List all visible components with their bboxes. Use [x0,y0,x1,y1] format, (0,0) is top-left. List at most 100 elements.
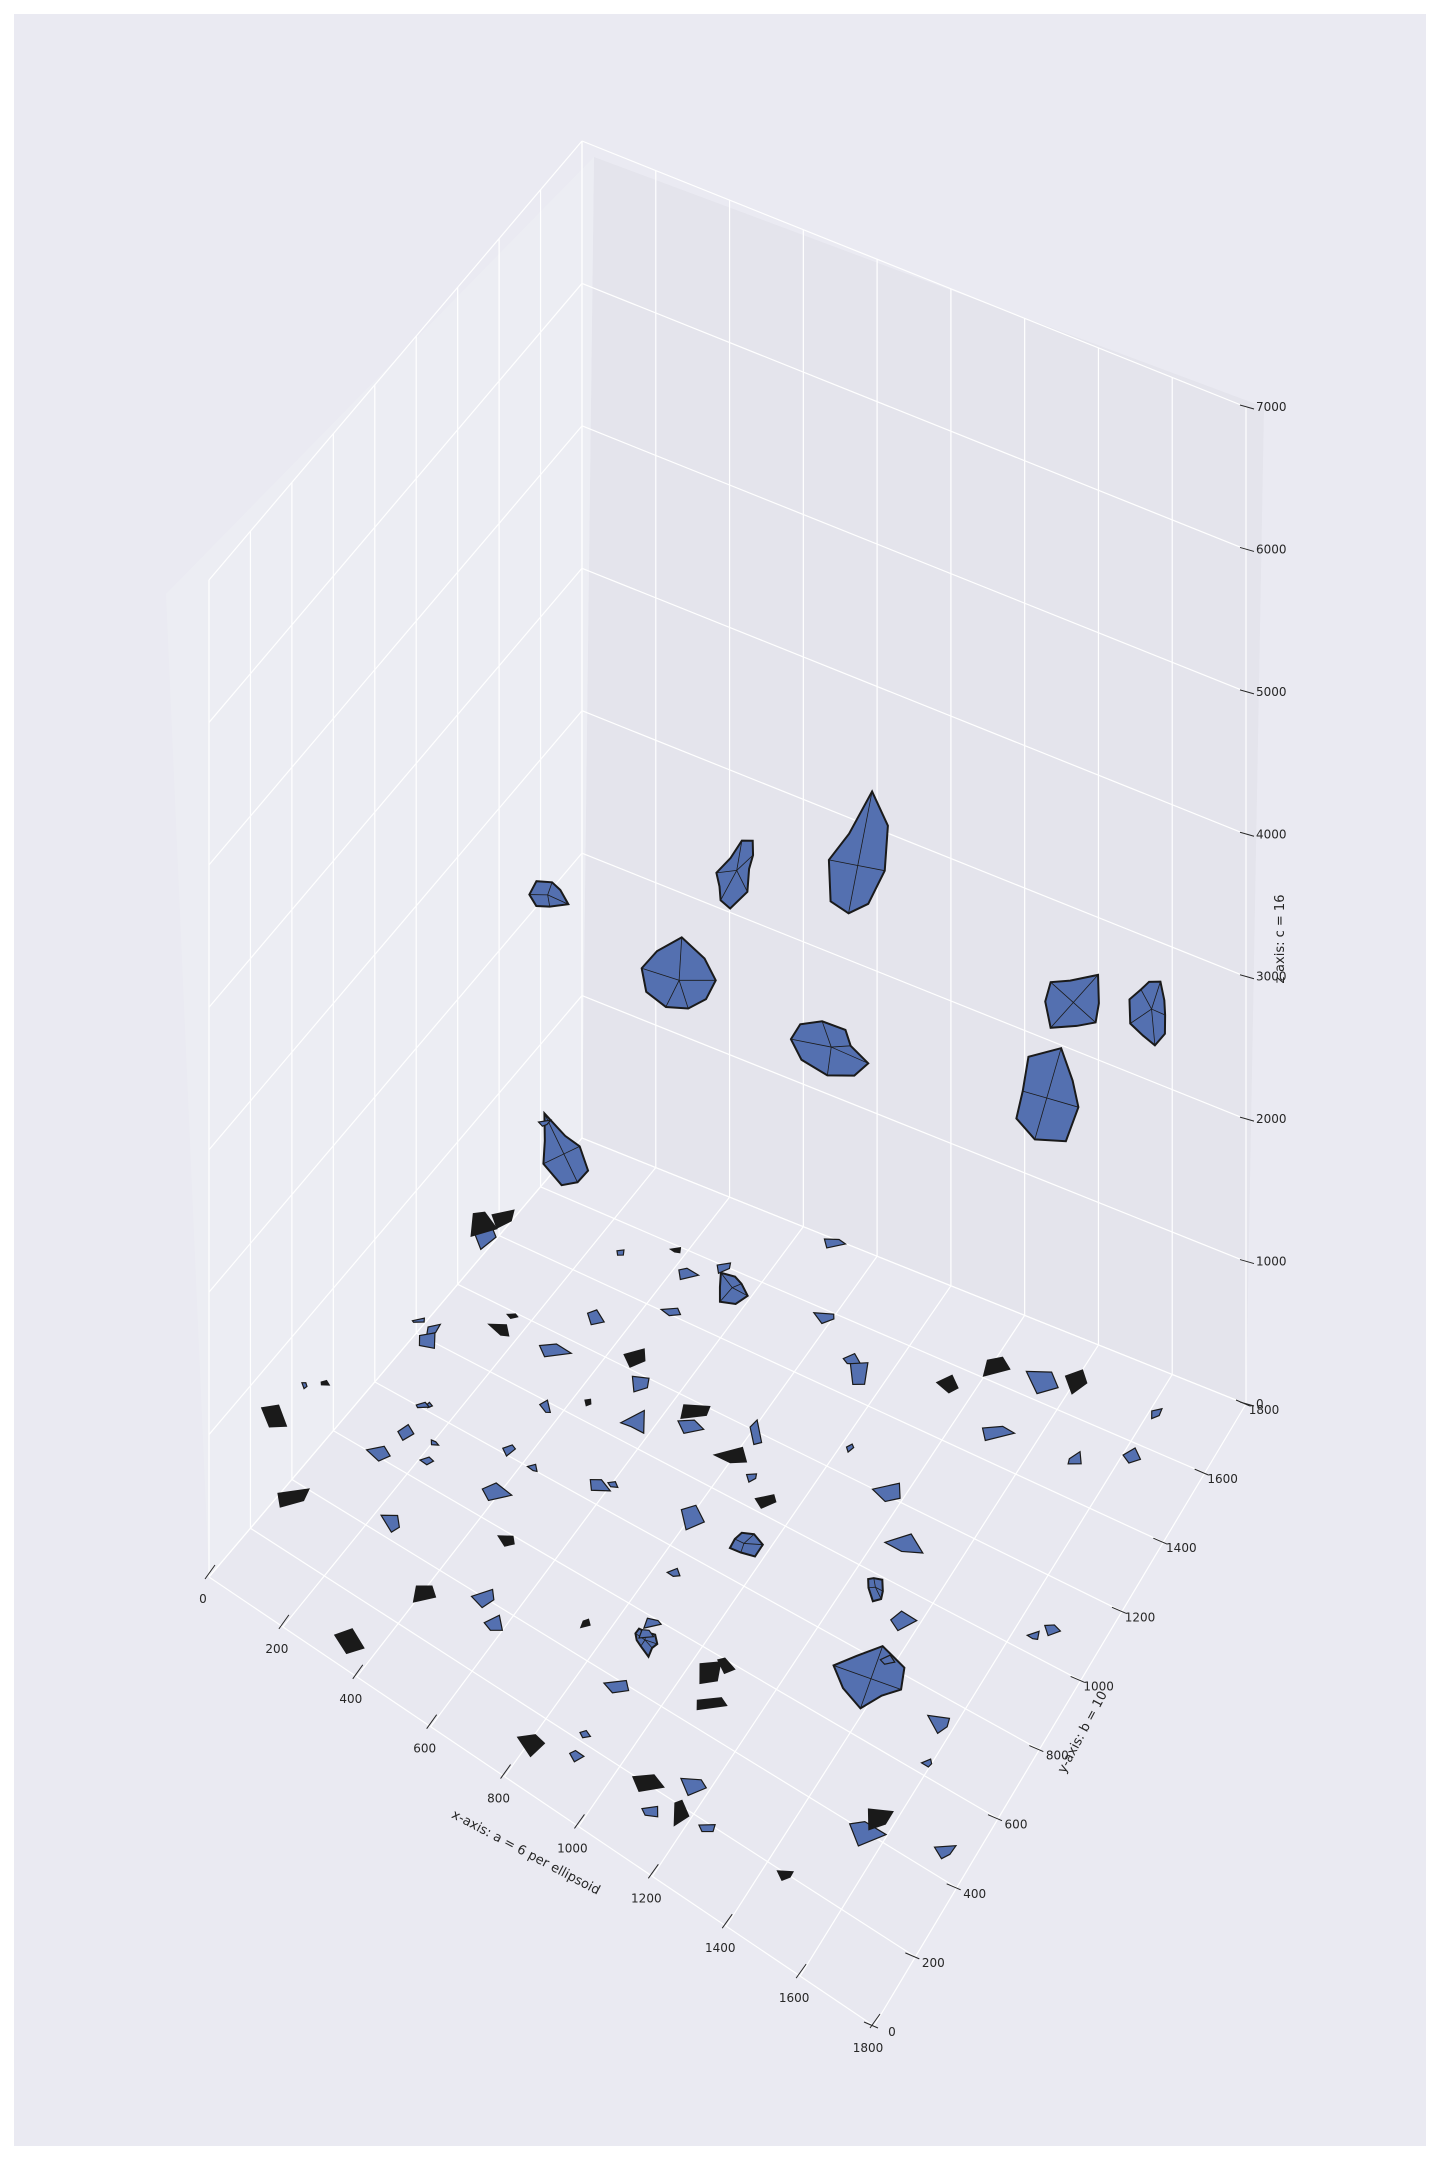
y-tick-label: 1600 [1207,1472,1238,1486]
surface-fragment [812,1312,835,1325]
surface-edge [1151,1008,1166,1016]
grid-line-floor-x [282,1167,657,1628]
surface-edge [1050,981,1074,1003]
surface-edge [1073,1002,1096,1023]
surface-edge [563,1153,578,1183]
grid-line-floor-x [430,1226,804,1728]
surface-edge [875,1586,884,1592]
grid-line-back-z [581,1137,1247,1405]
grid-line-left-z [208,567,583,1008]
surface-patch [867,1577,884,1603]
x-tick-label: 600 [413,1742,436,1756]
surface-fragment [430,1438,440,1446]
grid-line-floor-y [540,1186,1205,1474]
x-tick-label: 200 [265,1642,288,1656]
surface-edge [736,870,748,892]
grid-line-left-z [208,425,583,866]
surface-fragment [631,1774,665,1793]
surface-edge [831,1045,851,1048]
surface-outline [1128,980,1167,1047]
surface-fragment [1064,1369,1088,1395]
z-tick-mark [1239,831,1255,837]
grid-line-back-z [581,140,1247,408]
z-tick-label: 5000 [1256,685,1287,699]
surface-edge [547,894,569,905]
z-tick-mark [1239,689,1255,695]
surface-edge [547,882,553,896]
surface-fragment [745,1473,758,1484]
surface-fragment [883,1533,924,1554]
grid-line-left-z [208,852,583,1293]
y-tick-mark [863,2021,879,2029]
y-tick-mark [1194,1468,1209,1476]
plot-3d: 0 200 400 600 800 1000 1200 1400 1600 1800 0 200 40… [166,140,1288,2055]
surface-edge [743,1533,755,1544]
surface-patch [528,880,570,908]
surface-fragment [699,1661,722,1685]
surface-edge [640,1639,646,1647]
surface-fragment [415,1401,431,1409]
z-tick-label: 1000 [1256,1255,1287,1269]
surface-fragment [497,1535,515,1547]
y-tick-mark [905,1952,920,1960]
surface-outline [789,1020,870,1077]
surface-fragment [776,1870,795,1881]
surface-fragment [638,1629,655,1639]
surface-fragment [380,1514,401,1534]
surface-edge [1034,1097,1048,1140]
surface-edge [1151,981,1161,1010]
x-tick-label: 1400 [705,1941,736,1955]
surface-edge [857,865,885,872]
surface-fragment [505,1313,519,1320]
x-tick-mark [278,1614,290,1630]
y-tick-label: 0 [888,2025,896,2039]
z-tick-label: 7000 [1256,400,1287,414]
surface-edge [720,1272,733,1288]
surface-edge [740,1543,745,1553]
surface-fragment [641,1805,659,1818]
x-tick-label: 800 [487,1792,510,1806]
surface-fragment [1025,1630,1040,1641]
surface-patch [1128,980,1167,1047]
grid-line-back-z [581,425,1247,693]
surface-edge [873,1578,876,1588]
surface-edge [1046,1097,1079,1108]
surface-fragment [418,1456,435,1466]
surface-edge [543,1153,565,1165]
surface-edge [547,894,551,907]
y-tick-label: 200 [922,1956,945,1970]
surface-fragment [538,1399,552,1414]
surface-edge [826,1047,832,1076]
grid-line-floor-y [415,1332,1081,1681]
x-tick-label: 0 [199,1592,207,1606]
surface-edge [644,1639,653,1649]
surface-edge [1022,1090,1047,1099]
surface-fragment [616,1249,625,1256]
surface-edge [734,1538,745,1544]
surface-fragment [823,1238,848,1249]
surface-fragment [659,1307,682,1317]
surface-fragment [418,1332,436,1350]
surface-fragment [712,1446,748,1464]
surface-edge [857,791,873,866]
surface-outline [728,1531,765,1558]
surface-fragment [698,1824,716,1833]
surface-edge [665,980,680,1008]
surface-fragment [586,1309,606,1326]
surface-fragment [501,1444,517,1457]
x-tick-mark [426,1714,438,1729]
grid-line-left-z [208,710,583,1151]
surface-patch [718,1271,749,1306]
surface-fragment [516,1734,546,1758]
surface-fragment [845,1443,855,1454]
surface-patch [715,839,755,910]
surface-fragment [665,1567,681,1577]
surface-fragment [677,1419,705,1435]
surface-fragment [537,1119,553,1127]
surface-edge [720,870,738,901]
surface-fragment [982,1356,1011,1377]
z-tick-label: 0 [1256,1397,1264,1411]
grid-line-left-z [208,1137,583,1578]
surface-edge [848,865,859,914]
surface-fragment [673,1799,690,1827]
